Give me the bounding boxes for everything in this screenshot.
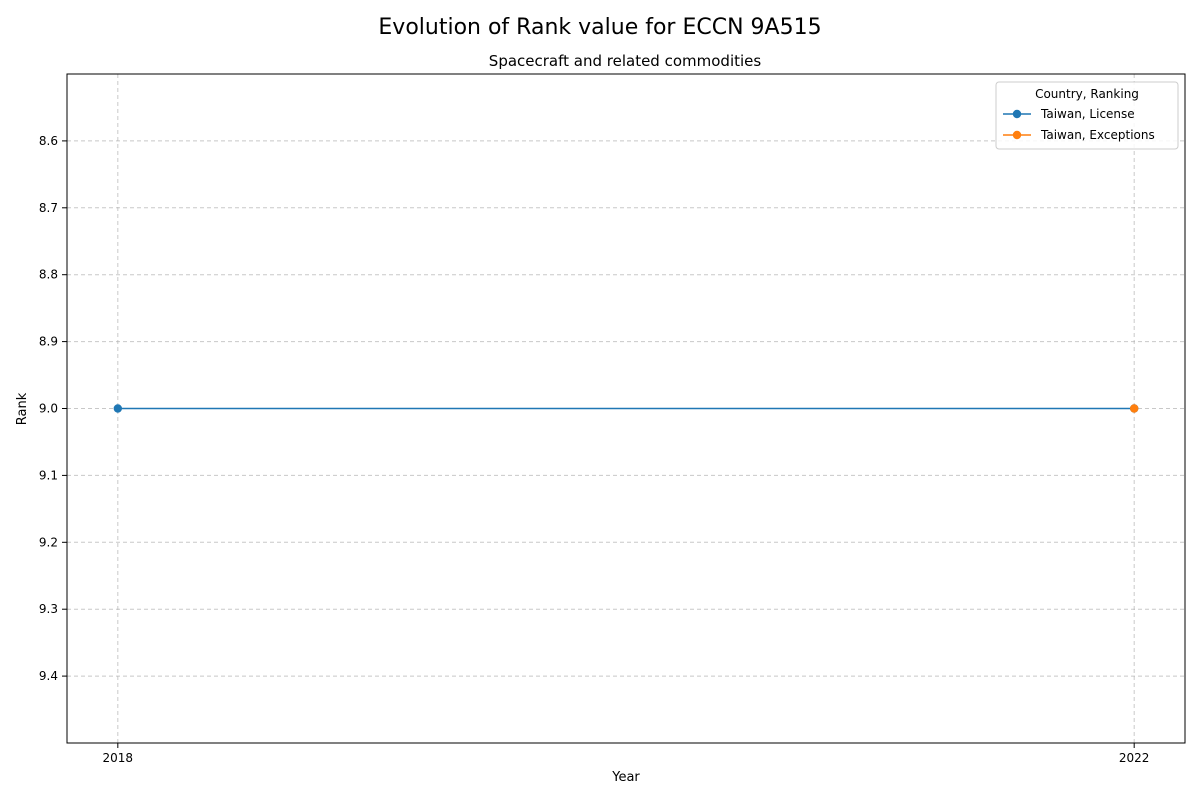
- legend-entry-label: Taiwan, Exceptions: [1040, 128, 1155, 142]
- y-tick-label: 9.1: [39, 468, 58, 482]
- x-axis: 2018 2022: [103, 743, 1150, 765]
- series-layer: [114, 404, 1139, 412]
- y-tick-label: 8.7: [39, 201, 58, 215]
- chart-title: Spacecraft and related commodities: [489, 52, 762, 70]
- legend-marker: [1013, 110, 1021, 118]
- y-tick-label: 9.4: [39, 669, 58, 683]
- legend-title: Country, Ranking: [1035, 87, 1139, 101]
- y-tick-label: 8.9: [39, 335, 58, 349]
- legend: Country, Ranking Taiwan, License Taiwan, …: [996, 82, 1178, 149]
- x-axis-label: Year: [611, 770, 640, 785]
- y-axis: 8.6 8.7 8.8 8.9 9.0 9.1 9.2 9.3 9.4: [39, 134, 67, 683]
- y-tick-label: 9.0: [39, 402, 58, 416]
- y-tick-label: 9.2: [39, 535, 58, 549]
- y-axis-label: Rank: [15, 392, 30, 425]
- chart-suptitle: Evolution of Rank value for ECCN 9A515: [378, 15, 821, 40]
- data-point: [1130, 404, 1138, 412]
- y-tick-label: 9.3: [39, 602, 58, 616]
- y-tick-label: 8.8: [39, 268, 58, 282]
- y-tick-label: 8.6: [39, 134, 58, 148]
- legend-entry-label: Taiwan, License: [1040, 107, 1135, 121]
- legend-marker: [1013, 131, 1021, 139]
- data-point: [114, 404, 122, 412]
- x-tick-label: 2022: [1119, 751, 1150, 765]
- x-tick-label: 2018: [103, 751, 134, 765]
